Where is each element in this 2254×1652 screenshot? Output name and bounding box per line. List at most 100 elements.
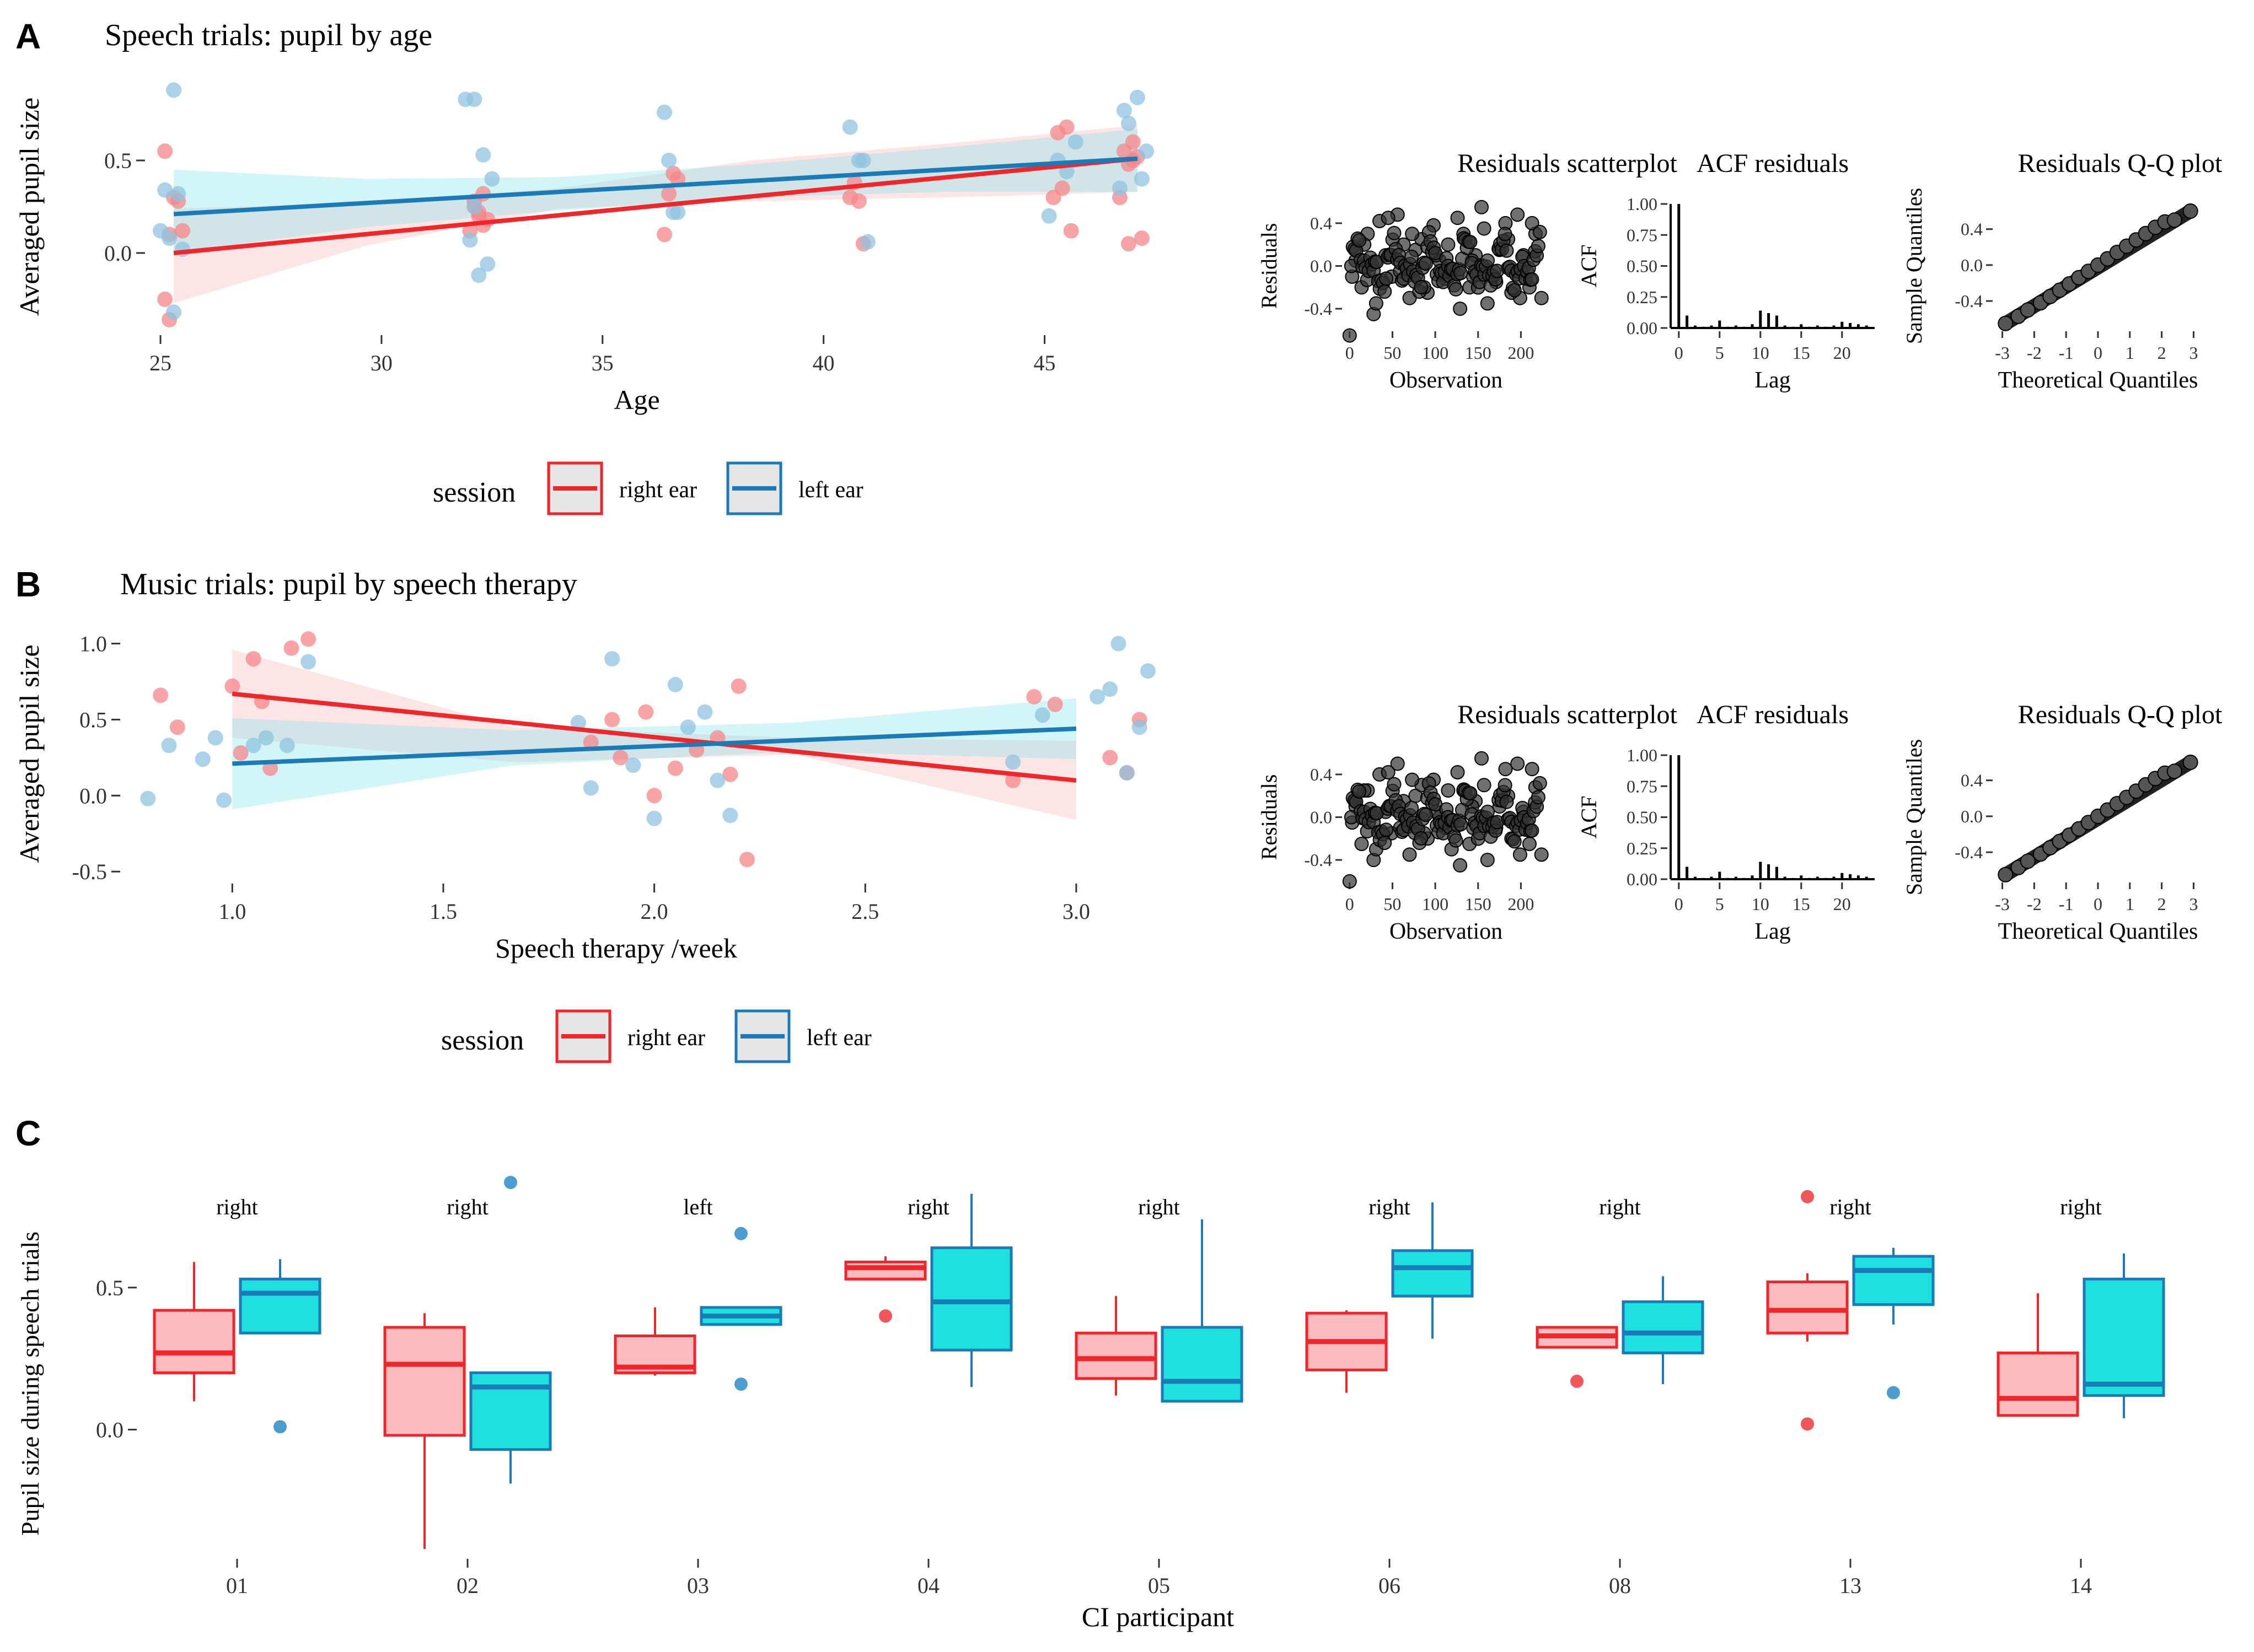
residual-point [1477, 778, 1491, 793]
residual-point [1507, 283, 1522, 298]
residual-point [1368, 296, 1383, 311]
residual-point [1379, 271, 1394, 286]
residual-point [1532, 224, 1547, 239]
data-point-left-ear [1110, 636, 1126, 652]
diag-y-label: ACF [1576, 245, 1601, 288]
data-point-left-ear [300, 654, 316, 670]
y-tick-label: 0.50 [1627, 808, 1657, 827]
data-point-left-ear [710, 772, 726, 788]
y-tick-label: 0.5 [79, 707, 107, 732]
data-point-right-ear [153, 687, 169, 703]
x-tick-label: 35 [592, 351, 614, 375]
data-point-left-ear [471, 267, 487, 283]
residual-point [1390, 756, 1405, 771]
y-tick-label: -0.4 [1304, 299, 1332, 319]
data-point-left-ear [1112, 180, 1128, 196]
data-point-left-ear [484, 171, 500, 187]
residual-point [1377, 284, 1392, 299]
data-point-right-ear [1059, 119, 1075, 135]
facet-label: right [908, 1194, 949, 1219]
data-point-left-ear [1102, 681, 1118, 697]
data-point-right-ear [1005, 772, 1021, 788]
x-tick-label: -3 [1995, 894, 2010, 914]
x-tick-label: -1 [2059, 894, 2074, 914]
box-left-ear [239, 1277, 321, 1334]
diag-y-label: Residuals [1257, 774, 1281, 860]
y-tick-label: 0.50 [1627, 256, 1657, 276]
data-point-left-ear [583, 780, 599, 796]
data-point-right-ear [1047, 696, 1063, 712]
y-tick-label: 0.25 [1627, 838, 1657, 858]
qq-point [2182, 755, 2198, 770]
data-point-right-ear [157, 143, 173, 159]
legend-title: session [433, 477, 516, 508]
residual-point [1418, 256, 1433, 271]
residual-point [1450, 211, 1465, 225]
diag-title: Residuals scatterplot [1457, 700, 1677, 729]
facet-label: right [2060, 1194, 2102, 1219]
data-point-left-ear [1120, 115, 1136, 131]
data-point-right-ear [233, 745, 249, 761]
residual-point [1480, 853, 1495, 868]
y-axis-label: Averaged pupil size [14, 98, 45, 316]
y-tick-label: 0.4 [1961, 771, 1983, 790]
diag-title: ACF residuals [1697, 149, 1849, 178]
data-point-right-ear [731, 678, 747, 694]
legend-title: session [441, 1025, 524, 1056]
x-tick-label: 3.0 [1062, 899, 1090, 924]
facet-label: right [1829, 1194, 1871, 1219]
residual-point [1474, 200, 1489, 214]
box-right-ear [153, 1309, 235, 1374]
facet-label: right [1599, 1194, 1641, 1219]
y-tick-label: -0.4 [1304, 850, 1332, 870]
x-tick-label: 0 [2094, 894, 2102, 914]
x-tick-label: 1 [2126, 894, 2134, 914]
data-point-right-ear [667, 760, 683, 776]
data-point-right-ear [300, 631, 316, 647]
x-tick-label: 0 [1675, 894, 1683, 914]
qq-point [1998, 867, 2014, 882]
residual-point [1441, 783, 1456, 798]
confidence-band-left-ear [174, 129, 1137, 253]
data-point-right-ear [157, 291, 173, 307]
data-point-right-ear [1063, 223, 1079, 239]
legend-entry-left-ear: left ear [798, 477, 863, 503]
data-point-right-ear [169, 719, 185, 735]
residual-point [1522, 837, 1537, 851]
y-tick-label: 0.75 [1627, 225, 1657, 245]
residual-point [1480, 253, 1495, 268]
residual-point [1512, 847, 1527, 862]
panel-b: B Music trials: pupil by speech therapy -0… [14, 564, 1156, 1063]
qq-point [2020, 853, 2036, 869]
x-tick-label: 15 [1793, 894, 1810, 914]
residual-point [1448, 282, 1463, 297]
data-point-left-ear [860, 234, 876, 250]
box-left-ear [1852, 1255, 1935, 1306]
facet-label: right [447, 1194, 489, 1219]
data-point-left-ear [161, 738, 177, 754]
residual-point [1525, 823, 1539, 838]
data-point-left-ear [195, 751, 211, 767]
x-tick-label: 0 [1345, 343, 1354, 363]
residual-point [1531, 790, 1545, 805]
data-point-left-ear [570, 715, 586, 730]
confidence-band-right-ear [232, 649, 1076, 820]
x-tick-label: 01 [226, 1573, 248, 1598]
residual-point [1531, 239, 1545, 254]
diag-x-label: Lag [1754, 919, 1790, 944]
data-point-left-ear [1005, 754, 1021, 770]
data-point-left-ear [258, 730, 274, 746]
x-tick-label: 40 [813, 351, 835, 375]
residual-point [1499, 794, 1514, 809]
data-point-left-ear [140, 790, 156, 806]
data-point-left-ear [216, 792, 232, 808]
box-outlier [504, 1176, 517, 1190]
data-point-left-ear [646, 810, 662, 826]
box-left-ear [930, 1246, 1013, 1352]
data-point-left-ear [170, 186, 186, 202]
data-point-left-ear [466, 92, 482, 107]
residual-point [1453, 858, 1468, 873]
data-point-left-ear [153, 223, 168, 239]
residual-point [1377, 836, 1392, 850]
box-left-ear [1622, 1300, 1704, 1354]
